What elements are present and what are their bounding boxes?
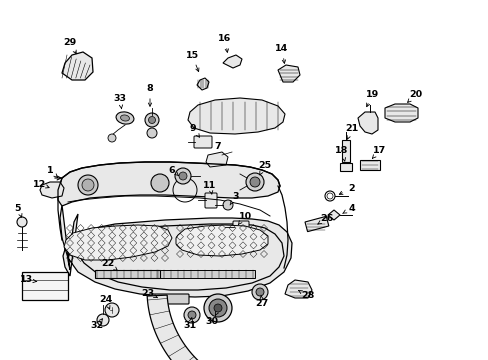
Text: 20: 20	[408, 90, 422, 99]
Text: 7: 7	[214, 141, 221, 150]
Polygon shape	[60, 205, 291, 297]
Polygon shape	[40, 182, 64, 198]
Text: 11: 11	[203, 180, 216, 189]
Bar	[305, 216, 328, 231]
Text: 27: 27	[255, 298, 268, 307]
Text: 5: 5	[15, 203, 21, 212]
Circle shape	[78, 175, 98, 195]
Polygon shape	[58, 162, 280, 206]
Polygon shape	[357, 112, 377, 134]
Circle shape	[183, 307, 200, 323]
Bar	[95, 270, 160, 278]
Text: 26: 26	[320, 213, 333, 222]
Bar	[339, 163, 351, 171]
Circle shape	[148, 117, 155, 123]
Text: 2: 2	[348, 184, 355, 193]
Polygon shape	[327, 210, 339, 220]
Circle shape	[208, 299, 226, 317]
Circle shape	[108, 134, 116, 142]
Circle shape	[251, 284, 267, 300]
FancyBboxPatch shape	[232, 221, 248, 232]
Polygon shape	[197, 78, 208, 90]
FancyBboxPatch shape	[194, 136, 212, 148]
Ellipse shape	[120, 115, 129, 121]
Text: 21: 21	[345, 123, 358, 132]
Circle shape	[82, 179, 94, 191]
Polygon shape	[147, 295, 247, 360]
Polygon shape	[176, 225, 267, 256]
Circle shape	[151, 174, 169, 192]
Text: 33: 33	[113, 94, 126, 103]
Text: 14: 14	[275, 44, 288, 53]
Circle shape	[214, 304, 222, 312]
Bar	[155, 270, 254, 278]
Circle shape	[175, 168, 191, 184]
Circle shape	[17, 217, 27, 227]
Circle shape	[256, 288, 264, 296]
Text: 28: 28	[301, 292, 314, 301]
Text: 13: 13	[20, 275, 33, 284]
Polygon shape	[187, 98, 285, 134]
Text: 15: 15	[185, 50, 198, 59]
Text: 22: 22	[101, 258, 114, 267]
Text: 19: 19	[366, 90, 379, 99]
Text: 1: 1	[46, 166, 53, 175]
Text: 3: 3	[232, 192, 239, 201]
Polygon shape	[205, 152, 227, 167]
Polygon shape	[384, 104, 417, 122]
Polygon shape	[278, 65, 299, 82]
Circle shape	[97, 314, 109, 326]
Text: 18: 18	[335, 145, 348, 154]
FancyBboxPatch shape	[149, 294, 189, 304]
Circle shape	[203, 294, 231, 322]
Circle shape	[147, 128, 157, 138]
Text: 16: 16	[218, 33, 231, 42]
Bar	[359, 160, 379, 170]
Text: 31: 31	[183, 321, 196, 330]
Polygon shape	[64, 225, 172, 260]
Bar	[22, 272, 68, 300]
Text: 23: 23	[141, 288, 154, 297]
Text: 24: 24	[99, 296, 112, 305]
Text: 25: 25	[258, 161, 271, 170]
Circle shape	[223, 200, 232, 210]
Polygon shape	[62, 52, 93, 80]
Text: 30: 30	[205, 318, 218, 327]
Text: 9: 9	[189, 123, 196, 132]
Text: 8: 8	[146, 84, 153, 93]
Text: 4: 4	[348, 203, 355, 212]
Circle shape	[249, 177, 260, 187]
Text: 6: 6	[168, 166, 175, 175]
Circle shape	[105, 303, 119, 317]
Circle shape	[245, 173, 264, 191]
Circle shape	[145, 113, 159, 127]
Text: 32: 32	[90, 321, 103, 330]
Text: 29: 29	[63, 37, 77, 46]
Text: 10: 10	[238, 212, 251, 220]
Ellipse shape	[116, 112, 134, 124]
Text: 12: 12	[33, 180, 46, 189]
Bar	[341, 140, 349, 162]
Polygon shape	[223, 55, 242, 68]
Polygon shape	[285, 280, 311, 298]
Circle shape	[187, 311, 196, 319]
Text: 17: 17	[373, 145, 386, 154]
FancyBboxPatch shape	[204, 193, 217, 208]
Circle shape	[179, 172, 186, 180]
